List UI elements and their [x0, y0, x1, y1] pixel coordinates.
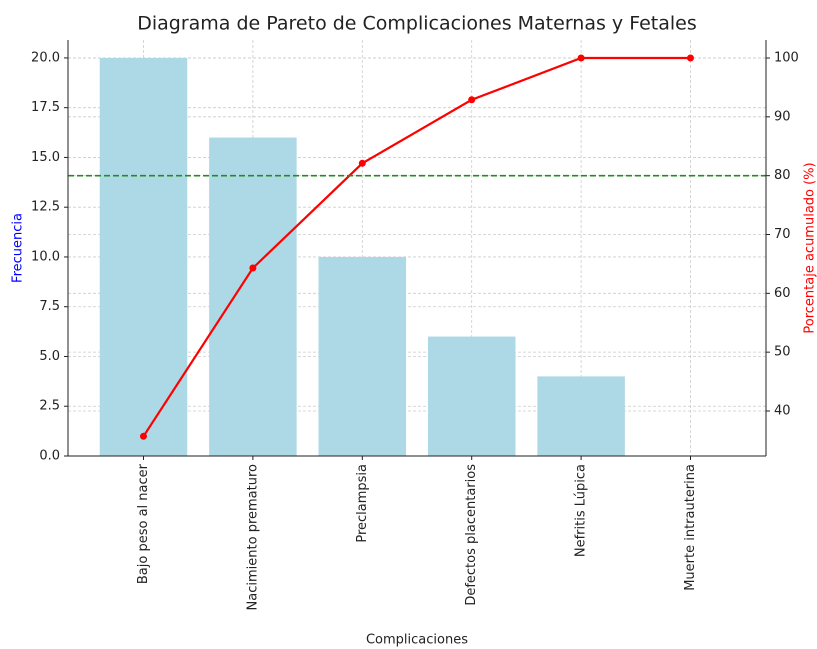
y2-tick-label: 60 [774, 286, 791, 301]
x-tick-label: Bajo peso al nacer [136, 463, 151, 584]
y2-tick-label: 40 [774, 403, 791, 418]
y-tick-label: 12.5 [31, 200, 60, 215]
bar [537, 376, 625, 456]
y2-tick-label: 70 [774, 227, 791, 242]
y-tick-label: 17.5 [31, 100, 60, 115]
chart-title: Diagrama de Pareto de Complicaciones Mat… [137, 13, 697, 35]
bar [209, 137, 297, 456]
y-tick-label: 20.0 [31, 50, 60, 65]
y-tick-label: 5.0 [39, 349, 60, 364]
y-tick-label: 2.5 [39, 399, 60, 414]
bar [99, 57, 188, 456]
x-tick-label: Nacimiento prematuro [245, 464, 260, 610]
x-tick-label: Defectos placentarios [464, 464, 479, 606]
line-point [468, 96, 476, 104]
line [142, 56, 691, 437]
line-point [249, 264, 257, 272]
y-tick-label: 10.0 [31, 249, 60, 264]
y-tick-label: 7.5 [39, 299, 60, 314]
y2-axis-label: Porcentaje acumulado (%) [803, 162, 817, 333]
y-axis-label: Frecuencia [11, 213, 26, 283]
bar [427, 336, 516, 456]
y2-tick-label: 80 [774, 168, 791, 183]
y2-tick-label: 100 [774, 51, 799, 66]
y2-tick-label: 90 [774, 109, 791, 124]
line-point [687, 54, 695, 62]
x-axis-label: Complicaciones [366, 633, 468, 648]
y2-tick-label: 50 [774, 345, 791, 360]
line-point [139, 432, 147, 440]
x-tick-label: Preclampsia [355, 464, 370, 543]
line-point [358, 159, 366, 167]
x-tick-label: Muerte intrauterina [683, 464, 698, 591]
bar [318, 256, 407, 456]
y-tick-label: 0.0 [39, 449, 60, 464]
x-tick-label: Nefritis Lúpica [574, 464, 589, 557]
line-point [577, 54, 585, 62]
y-tick-label: 15.0 [31, 150, 60, 165]
